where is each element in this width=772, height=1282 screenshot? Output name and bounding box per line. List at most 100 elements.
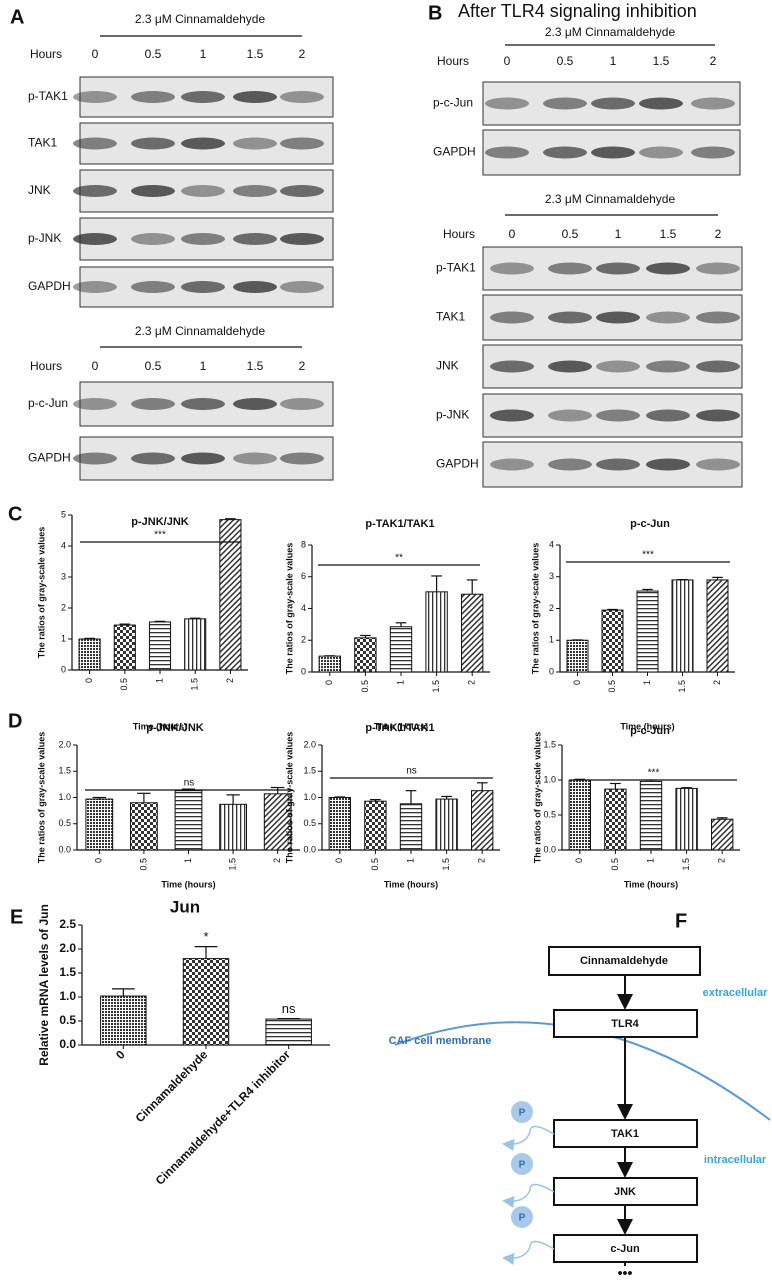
band — [280, 91, 324, 103]
x-axis-label: Time (hours) — [384, 879, 438, 889]
band — [233, 137, 277, 150]
y-tick-label: 8 — [301, 539, 306, 549]
y-axis-label: The ratios of gray-scale values — [530, 543, 540, 675]
x-axis-label: Time (hours) — [161, 879, 215, 889]
band — [490, 311, 534, 324]
y-tick-label: 0.5 — [59, 1013, 76, 1027]
row-label: TAK1 — [28, 136, 57, 150]
band — [73, 452, 117, 465]
blot-title: 2.3 μM Cinnamaldehyde — [545, 192, 676, 206]
x-tick-label: 0.5 — [607, 680, 617, 693]
y-tick-label: 0.5 — [58, 818, 71, 828]
band — [485, 97, 529, 110]
y-tick-label: 2.0 — [59, 941, 76, 955]
band — [131, 398, 175, 410]
phospho-group: P P P — [502, 1101, 555, 1265]
y-tick-label: 0.0 — [303, 844, 316, 854]
band — [490, 262, 534, 275]
band — [233, 233, 277, 245]
y-tick-label: 0.0 — [59, 1037, 76, 1051]
bar — [399, 803, 423, 851]
y-axis-label: The ratios of gray-scale values — [36, 527, 46, 659]
bar — [604, 788, 627, 851]
region-label: extracellular — [703, 987, 769, 999]
band — [543, 97, 587, 110]
bar — [100, 995, 147, 1046]
row-label: p-JNK — [28, 231, 61, 245]
x-axis-label: Time (hours) — [624, 879, 678, 889]
x-axis-label: Time (hours) — [374, 721, 428, 731]
row-label: p-c-Jun — [433, 96, 473, 110]
x-tick-label: 0.5 — [370, 858, 380, 871]
hour-label: 2 — [710, 54, 717, 68]
y-tick-label: 1.0 — [58, 792, 71, 802]
y-tick-label: 1.5 — [543, 739, 556, 749]
row-label: GAPDH — [28, 451, 71, 465]
band — [181, 281, 225, 293]
x-tick-label: 2 — [272, 858, 282, 863]
band — [181, 185, 225, 197]
bar — [639, 780, 663, 851]
phospho-label: P — [519, 1213, 526, 1224]
band — [548, 458, 592, 471]
x-tick-label: 1 — [405, 858, 415, 863]
y-axis-label: Relative mRNA levels of Jun — [37, 904, 51, 1066]
bar — [113, 624, 136, 671]
band — [548, 409, 592, 422]
bar — [435, 798, 458, 851]
blot-membrane — [79, 381, 334, 427]
x-tick-label: Cinnamaldehyde — [133, 1047, 211, 1125]
panel-label: C — [8, 503, 22, 525]
band — [181, 233, 225, 245]
row-label: JNK — [28, 183, 51, 197]
band — [548, 262, 592, 275]
bar — [182, 958, 230, 1046]
row-label: p-c-Jun — [28, 396, 68, 410]
panel-label: B — [428, 2, 442, 24]
x-tick-label: 0.5 — [610, 858, 620, 871]
x-tick-label: 0.5 — [138, 858, 148, 871]
band — [280, 185, 324, 197]
phospho — [511, 1206, 533, 1228]
y-tick-label: 3 — [61, 571, 66, 581]
x-tick-label: 2 — [225, 678, 235, 683]
bar — [601, 609, 624, 673]
bar — [566, 639, 589, 673]
bar — [265, 1018, 312, 1046]
chart-title: p-JNK/JNK — [146, 722, 204, 734]
bar — [174, 790, 203, 851]
chart: p-TAK1/TAK1 The ratios of gray-scale valu… — [284, 722, 500, 889]
y-tick-label: 6 — [301, 571, 306, 581]
blot-heading: After TLR4 signaling inhibition — [458, 1, 697, 21]
band — [233, 452, 277, 465]
x-tick-label: 1.5 — [677, 680, 687, 693]
band — [696, 409, 740, 422]
node — [553, 1009, 698, 1038]
band — [548, 311, 592, 324]
band — [181, 91, 225, 103]
band — [280, 233, 324, 245]
bar — [354, 637, 377, 673]
band — [280, 281, 324, 293]
phospho — [511, 1153, 533, 1175]
bar — [328, 797, 351, 851]
x-tick-label: 1.5 — [441, 858, 451, 871]
x-tick-label: 2 — [717, 858, 727, 863]
y-tick-label: 1.0 — [303, 792, 316, 802]
panel-label: D — [8, 710, 22, 732]
hour-label: 0.5 — [145, 47, 162, 61]
band — [490, 458, 534, 471]
chart: p-c-Jun The ratios of gray-scale values Ti… — [530, 518, 735, 731]
significance-label: ns — [406, 766, 417, 777]
y-tick-label: 4 — [301, 603, 306, 613]
hour-label: 2 — [299, 359, 306, 373]
x-tick-label: 2 — [477, 858, 487, 863]
x-tick-label: 2 — [467, 680, 477, 685]
band — [543, 146, 587, 159]
y-tick-label: 5 — [61, 509, 66, 519]
phospho-arrow — [502, 1125, 555, 1151]
band — [131, 281, 175, 293]
row-label: p-JNK — [436, 408, 469, 422]
phospho-label: P — [519, 1160, 526, 1171]
